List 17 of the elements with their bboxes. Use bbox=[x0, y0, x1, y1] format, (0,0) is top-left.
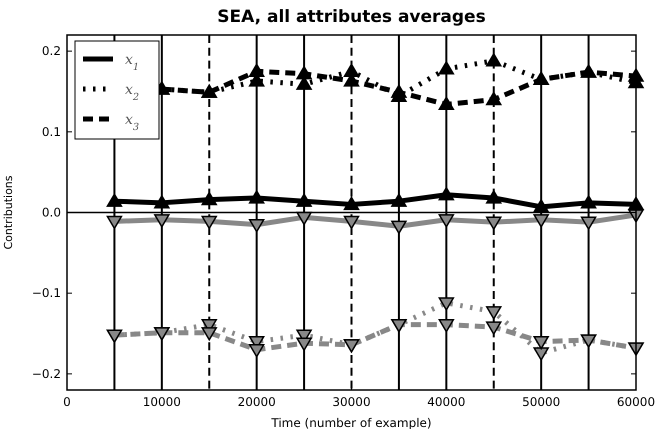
legend-label: x$_{2}$ bbox=[125, 82, 140, 102]
x-tick-label: 30000 bbox=[332, 395, 371, 409]
x-tick-label: 0 bbox=[63, 395, 71, 409]
legend-label: x$_{1}$ bbox=[125, 52, 140, 72]
x-tick-label: 20000 bbox=[238, 395, 276, 409]
x-tick-label: 50000 bbox=[522, 395, 560, 409]
y-tick-label: −0.2 bbox=[32, 366, 61, 381]
x-tick-label: 40000 bbox=[427, 395, 466, 409]
chart-title: SEA, all attributes averages bbox=[217, 7, 486, 27]
y-axis-title: Contributions bbox=[2, 175, 15, 250]
y-tick-label: 0.2 bbox=[42, 44, 61, 58]
y-tick-label: 0.0 bbox=[42, 206, 61, 220]
y-tick-label: 0.1 bbox=[42, 124, 61, 139]
x-tick-label: 10000 bbox=[142, 395, 181, 409]
y-tick-label: −0.1 bbox=[32, 286, 61, 300]
x-tick-label: 60000 bbox=[616, 395, 656, 409]
legend-label: x$_{3}$ bbox=[125, 112, 140, 132]
